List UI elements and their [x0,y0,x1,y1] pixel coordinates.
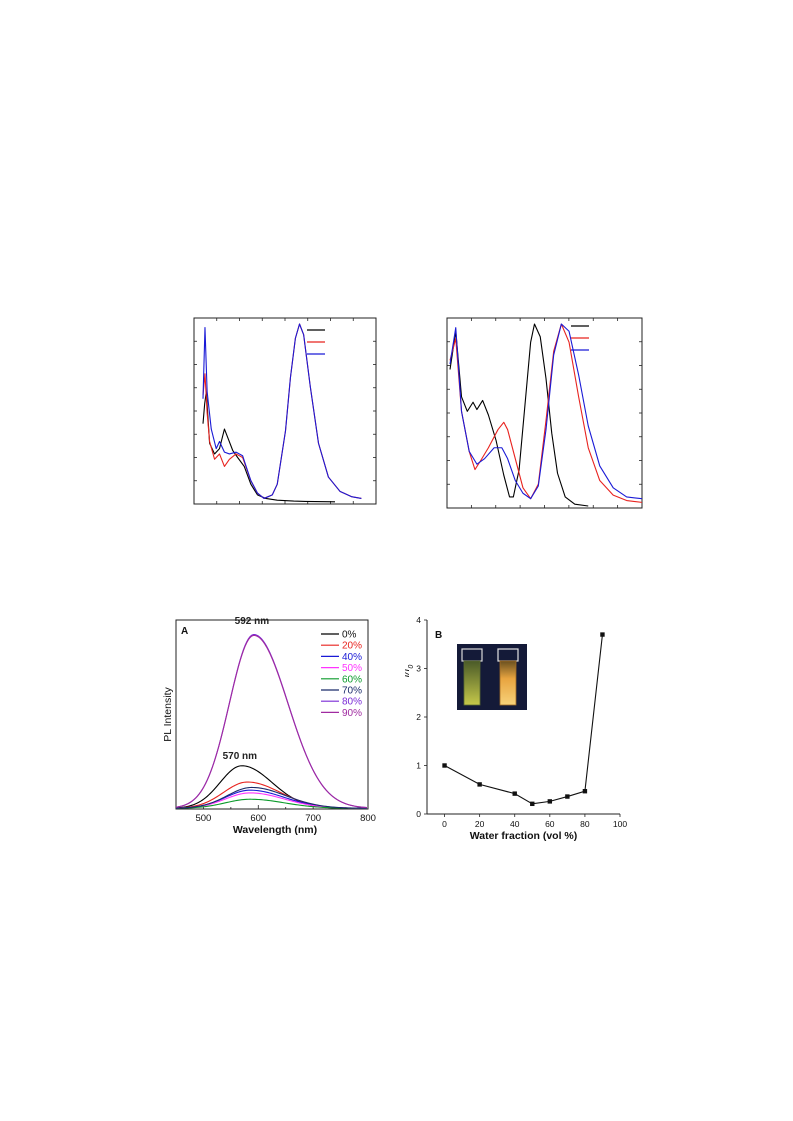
b-data-point-50 [530,801,535,807]
chart-panel-a-svg: 500 600 700 800 Wavelength (nm) PL Intensity A… [162,616,376,836]
a-y-axis-title: PL Intensity [162,687,174,742]
chart-top-right [443,316,648,515]
b-y-tick-label: 1 [416,761,421,771]
tl-series-line-2 [202,323,362,499]
tl-series-line-3 [202,323,362,499]
b-x-axis-title: Water fraction (vol %) [470,830,578,842]
a-x-tick-label: 800 [360,813,376,824]
a-plot-frame [175,619,369,810]
tl-plot-frame [193,317,377,505]
b-y-tick-label: 2 [416,712,421,722]
b-data-point-40 [512,791,517,796]
a-x-tick-label: 600 [250,813,266,824]
a-x-tick-label: 500 [195,813,211,824]
a-peak-label-2: 570 nm [223,751,258,762]
b-data-point-20 [477,782,482,787]
a-x-tick-label: 700 [305,813,321,824]
a-peak-label-1: 592 nm [235,616,270,627]
a-legend-label-1: 0% [342,630,357,641]
tr-plot-frame [446,317,643,509]
b-inset-cuvette-right [499,660,517,706]
tr-series-line-1 [449,323,589,507]
b-inset-cuvette-left [463,660,481,706]
b-x-tick-label: 0 [442,819,447,829]
b-y-tick-label: 0 [416,809,421,819]
chart-top-right-svg [446,317,643,509]
a-legend-label-8: 90% [342,708,362,719]
b-data-point-90 [600,632,605,637]
a-series-line-60pct [175,798,367,809]
b-x-tick-label: 80 [580,819,590,829]
tr-series-line-2 [449,323,643,503]
chart-top-left-svg [193,317,377,505]
a-legend-label-5: 60% [342,674,362,685]
a-legend-label-7: 80% [342,697,362,708]
tr-series-line-3 [449,323,643,500]
a-legend-label-3: 40% [342,652,362,663]
chart-panel-b-svg: 0 20 40 60 80 100 0 1 2 3 4 Water fraction (vol %) I… [400,615,627,842]
a-panel-label: A [181,626,188,637]
a-legend-label-2: 20% [342,641,362,652]
b-x-tick-label: 20 [475,819,485,829]
a-series-line-90pct [175,634,367,809]
a-series-line-70pct [175,786,367,809]
b-data-point-0 [442,763,447,768]
chart-panel-a: 500 600 700 800 Wavelength (nm) PL Intensity A… [155,612,380,848]
a-series-line-0pct [175,765,367,809]
b-y-tick-label: 4 [416,615,421,625]
b-data-point-70 [565,794,570,799]
b-inset-photo [457,644,527,710]
b-data-point-80 [582,789,588,794]
b-x-tick-label: 100 [613,819,627,829]
chart-top-left [190,316,380,512]
a-legend-label-4: 50% [342,663,362,674]
chart-panel-b: 0 20 40 60 80 100 0 1 2 3 4 Water fraction (vol %) I… [400,612,640,848]
b-x-tick-label: 60 [545,819,555,829]
b-y-tick-label: 3 [416,664,421,674]
b-data-point-60 [547,799,553,804]
b-x-tick-label: 40 [510,819,520,829]
b-y-axis-title: I/I0 [405,665,415,678]
a-legend-label-6: 70% [342,686,362,697]
tl-series-line-1 [202,391,336,503]
a-x-axis-title: Wavelength (nm) [233,824,317,836]
b-series-line [444,634,603,805]
b-panel-label: B [435,630,442,641]
